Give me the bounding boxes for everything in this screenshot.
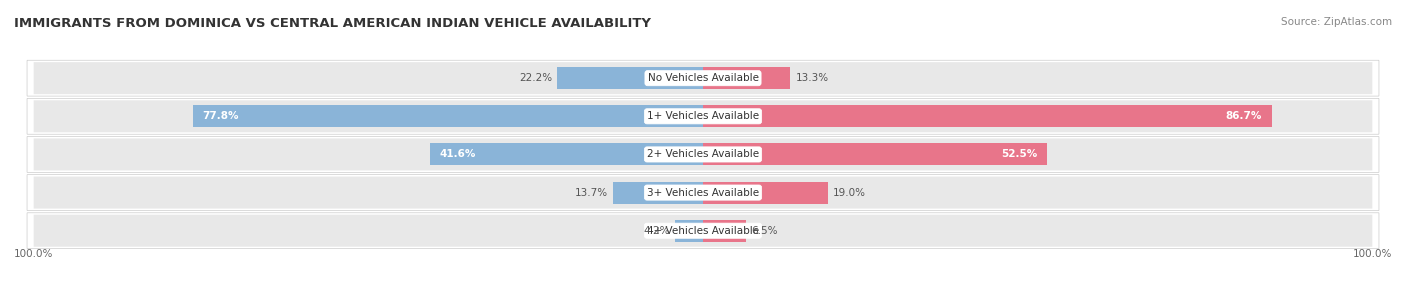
FancyBboxPatch shape bbox=[34, 62, 1372, 94]
Bar bbox=[557, 67, 703, 89]
Bar bbox=[430, 143, 703, 166]
Text: No Vehicles Available: No Vehicles Available bbox=[648, 73, 758, 83]
Text: 6.5%: 6.5% bbox=[751, 226, 778, 236]
Text: Source: ZipAtlas.com: Source: ZipAtlas.com bbox=[1281, 17, 1392, 27]
Text: 4.2%: 4.2% bbox=[644, 226, 671, 236]
Text: 22.2%: 22.2% bbox=[519, 73, 553, 83]
Bar bbox=[703, 182, 828, 204]
Text: 41.6%: 41.6% bbox=[440, 150, 477, 159]
Text: 100.0%: 100.0% bbox=[14, 249, 53, 259]
Bar bbox=[675, 220, 703, 242]
FancyBboxPatch shape bbox=[27, 175, 1379, 210]
Text: 3+ Vehicles Available: 3+ Vehicles Available bbox=[647, 188, 759, 198]
Bar bbox=[703, 105, 1272, 127]
Bar bbox=[703, 143, 1047, 166]
FancyBboxPatch shape bbox=[27, 136, 1379, 172]
Text: 13.3%: 13.3% bbox=[796, 73, 828, 83]
Text: 2+ Vehicles Available: 2+ Vehicles Available bbox=[647, 150, 759, 159]
FancyBboxPatch shape bbox=[34, 176, 1372, 208]
FancyBboxPatch shape bbox=[34, 215, 1372, 247]
Bar bbox=[193, 105, 703, 127]
FancyBboxPatch shape bbox=[27, 213, 1379, 249]
Text: 100.0%: 100.0% bbox=[1353, 249, 1392, 259]
Text: 4+ Vehicles Available: 4+ Vehicles Available bbox=[647, 226, 759, 236]
Bar bbox=[703, 220, 745, 242]
Text: 19.0%: 19.0% bbox=[832, 188, 866, 198]
FancyBboxPatch shape bbox=[34, 138, 1372, 170]
Text: 86.7%: 86.7% bbox=[1226, 111, 1263, 121]
Text: 1+ Vehicles Available: 1+ Vehicles Available bbox=[647, 111, 759, 121]
FancyBboxPatch shape bbox=[34, 100, 1372, 132]
FancyBboxPatch shape bbox=[27, 60, 1379, 96]
Bar bbox=[613, 182, 703, 204]
Text: 52.5%: 52.5% bbox=[1001, 150, 1038, 159]
Text: 77.8%: 77.8% bbox=[202, 111, 239, 121]
Text: 13.7%: 13.7% bbox=[575, 188, 607, 198]
FancyBboxPatch shape bbox=[27, 98, 1379, 134]
Text: IMMIGRANTS FROM DOMINICA VS CENTRAL AMERICAN INDIAN VEHICLE AVAILABILITY: IMMIGRANTS FROM DOMINICA VS CENTRAL AMER… bbox=[14, 17, 651, 30]
Bar bbox=[703, 67, 790, 89]
